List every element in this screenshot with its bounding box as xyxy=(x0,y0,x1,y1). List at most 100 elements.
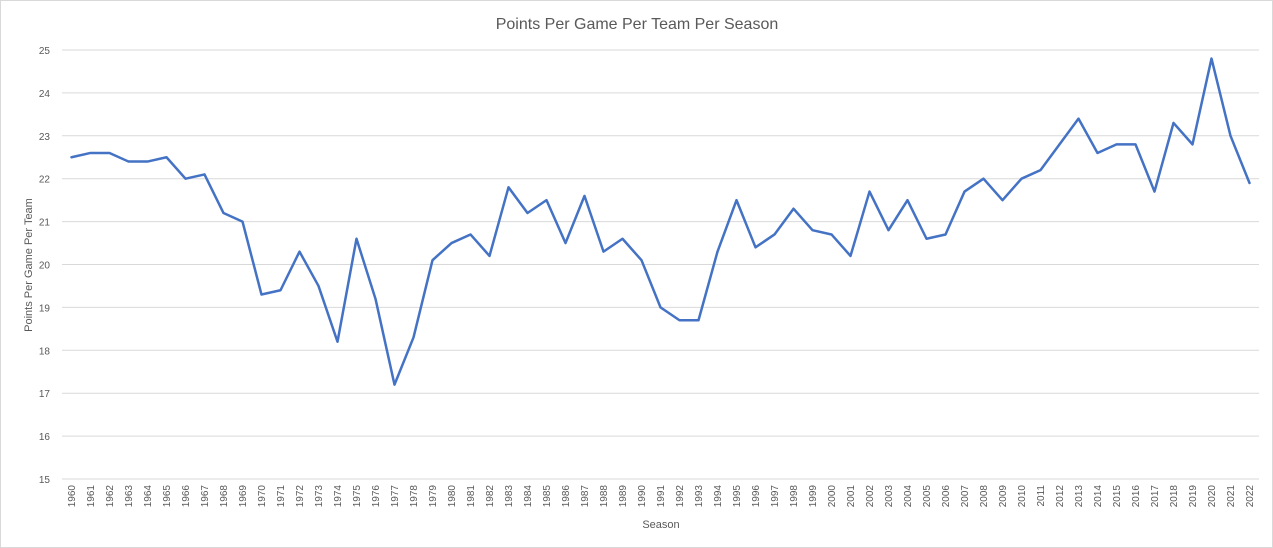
data-point xyxy=(506,184,512,190)
data-point xyxy=(430,257,436,263)
x-tick-label: 1971 xyxy=(276,485,287,508)
x-tick-label: 1961 xyxy=(86,485,97,508)
x-tick-label: 1983 xyxy=(504,485,515,508)
x-tick-label: 1996 xyxy=(751,485,762,508)
x-tick-label: 1962 xyxy=(105,485,116,508)
data-point xyxy=(164,154,170,160)
data-point xyxy=(639,257,645,263)
data-point xyxy=(1038,167,1044,173)
x-tick-label: 2007 xyxy=(960,485,971,508)
data-point xyxy=(715,249,721,255)
data-point xyxy=(582,193,588,199)
data-point xyxy=(316,283,322,289)
data-point xyxy=(943,231,949,237)
data-point xyxy=(525,210,531,216)
data-point xyxy=(69,154,75,160)
x-tick-label: 1992 xyxy=(675,485,686,508)
x-tick-label: 1975 xyxy=(352,485,363,508)
x-tick-label: 1978 xyxy=(409,485,420,508)
x-tick-label: 1976 xyxy=(371,485,382,508)
x-tick-label: 1985 xyxy=(542,485,553,508)
x-tick-label: 1999 xyxy=(808,485,819,508)
chart-title: Points Per Game Per Team Per Season xyxy=(496,16,779,33)
x-tick-label: 1988 xyxy=(599,485,610,508)
data-point xyxy=(734,197,740,203)
data-point xyxy=(487,253,493,259)
data-point xyxy=(240,219,246,225)
series-layer xyxy=(69,56,1253,388)
data-point xyxy=(468,231,474,237)
x-tick-label: 2012 xyxy=(1055,485,1066,508)
x-tick-label: 2017 xyxy=(1150,485,1161,508)
data-point xyxy=(259,292,265,298)
data-point xyxy=(1133,141,1139,147)
x-tick-label: 2021 xyxy=(1226,485,1237,508)
data-point xyxy=(1209,56,1215,62)
x-tick-label: 1993 xyxy=(694,485,705,508)
gridlines xyxy=(62,49,1259,480)
data-point xyxy=(373,296,379,302)
x-tick-label: 1973 xyxy=(314,485,325,508)
data-point xyxy=(848,253,854,259)
data-point xyxy=(335,339,341,345)
x-tick-label: 1967 xyxy=(200,485,211,508)
x-tick-label: 2006 xyxy=(941,485,952,508)
x-tick-label: 1994 xyxy=(713,485,724,508)
y-tick-label: 21 xyxy=(39,218,51,229)
x-tick-label: 1991 xyxy=(656,485,667,508)
x-tick-label: 2002 xyxy=(865,485,876,508)
data-point xyxy=(297,249,303,255)
x-tick-label: 2010 xyxy=(1017,485,1028,508)
x-axis-title: Season xyxy=(642,519,679,531)
x-tick-label: 2009 xyxy=(998,485,1009,508)
data-point xyxy=(981,176,987,182)
data-point xyxy=(1114,141,1120,147)
data-point xyxy=(1228,133,1234,139)
x-tick-label: 2014 xyxy=(1093,485,1104,508)
x-tick-label: 1970 xyxy=(257,485,268,508)
x-tick-label: 1995 xyxy=(732,485,743,508)
y-tick-label: 23 xyxy=(39,132,51,143)
data-point xyxy=(145,159,151,165)
data-point xyxy=(1190,141,1196,147)
x-tick-label: 2008 xyxy=(979,485,990,508)
data-point xyxy=(392,382,398,388)
x-tick-label: 1964 xyxy=(143,485,154,508)
x-tick-label: 2015 xyxy=(1112,485,1123,508)
x-tick-label: 2011 xyxy=(1036,485,1047,507)
data-point xyxy=(1171,120,1177,126)
x-tick-label: 1972 xyxy=(295,485,306,508)
y-tick-label: 19 xyxy=(39,303,51,314)
x-tick-label: 2005 xyxy=(922,485,933,508)
data-point xyxy=(1076,116,1082,122)
data-point xyxy=(677,317,683,323)
x-tick-label: 2000 xyxy=(827,485,838,508)
y-tick-label: 16 xyxy=(39,432,51,443)
data-point xyxy=(202,171,208,177)
x-tick-label: 1987 xyxy=(580,485,591,508)
data-point xyxy=(107,150,113,156)
x-tick-label: 2016 xyxy=(1131,485,1142,508)
data-point xyxy=(696,317,702,323)
data-point xyxy=(905,197,911,203)
y-tick-label: 18 xyxy=(39,346,51,357)
x-tick-label: 1960 xyxy=(67,485,78,508)
data-point xyxy=(1247,180,1253,186)
data-point xyxy=(449,240,455,246)
data-point xyxy=(563,240,569,246)
y-tick-label: 20 xyxy=(39,261,51,272)
data-point xyxy=(278,287,284,293)
x-tick-label: 1979 xyxy=(428,485,439,508)
data-point xyxy=(354,236,360,242)
x-tick-label: 2022 xyxy=(1245,485,1256,508)
x-tick-label: 1965 xyxy=(162,485,173,508)
data-point xyxy=(1019,176,1025,182)
x-tick-label: 1963 xyxy=(124,485,135,508)
data-point xyxy=(810,227,816,233)
data-point xyxy=(411,334,417,340)
x-tick-label: 2004 xyxy=(903,485,914,508)
x-axis-ticks: 1960 1961 1962 1963 1964 1965 1966 1967 1968 1969… xyxy=(67,485,1256,508)
data-point xyxy=(772,231,778,237)
data-point xyxy=(962,189,968,195)
